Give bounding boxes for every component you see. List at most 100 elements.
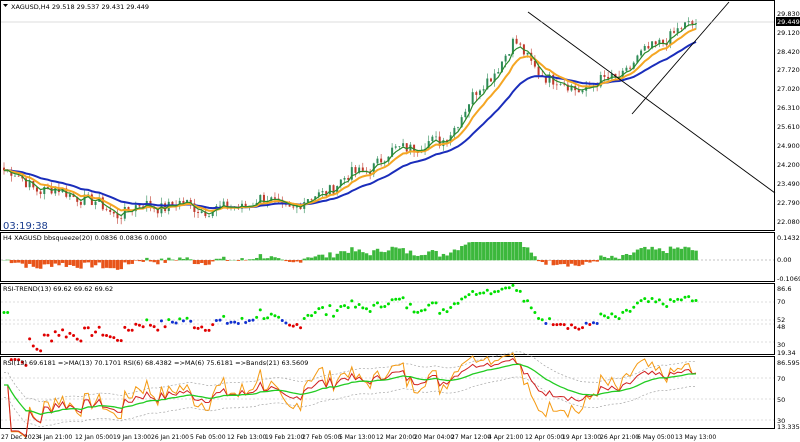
squeeze-bar	[112, 260, 116, 269]
rsitrend-dot	[119, 339, 123, 343]
candle-body	[508, 54, 511, 56]
rsitrend-dot	[624, 308, 628, 312]
price-tick: 26.310	[777, 104, 800, 112]
candle-body	[35, 187, 38, 192]
fast-ma-line	[3, 23, 697, 217]
squeeze-bar	[141, 260, 145, 262]
squeeze-bar	[335, 253, 339, 261]
squeeze-bar	[654, 249, 658, 261]
trendline-up[interactable]	[631, 1, 730, 115]
rsitrend-dot	[83, 326, 87, 330]
squeeze-bar	[39, 260, 43, 269]
squeeze-bar	[350, 247, 354, 261]
rsitrend-dot	[566, 326, 570, 330]
rsitrend-dot	[57, 333, 61, 337]
rsitrend-dot	[438, 311, 442, 315]
rsitrend-dot	[676, 297, 680, 301]
squeeze-bar	[28, 260, 32, 264]
rsitrend-dot	[31, 344, 35, 348]
squeeze-tick: -0.1069	[777, 275, 800, 283]
rsitrend-dot	[606, 316, 610, 320]
candle-body	[471, 92, 474, 105]
candle-body	[94, 201, 97, 205]
candle-body	[339, 179, 342, 186]
rsitrend-dot	[460, 297, 464, 301]
squeeze-bar	[364, 253, 369, 261]
rsitrend-dot	[478, 291, 482, 295]
candle-body	[676, 28, 679, 33]
rsitrend-dot	[617, 317, 621, 321]
squeeze-bar	[511, 242, 515, 261]
rsitrend-dot	[588, 323, 592, 327]
squeeze-bar	[683, 246, 687, 261]
squeeze-bar	[401, 248, 405, 261]
rsitrend-dot	[324, 313, 328, 317]
squeeze-bar	[207, 260, 211, 265]
rsitrend-dot	[544, 322, 548, 326]
rsitrend-panel[interactable]	[0, 283, 775, 355]
rsitrend-tick: 19.34	[777, 349, 796, 357]
squeeze-bar	[174, 260, 178, 261]
rsitrend-dot	[533, 310, 537, 314]
rsitrend-dot	[683, 295, 687, 299]
rsitrend-dot	[412, 310, 416, 314]
candle-body	[299, 206, 302, 209]
squeeze-bar	[595, 260, 599, 262]
time-tick: 26 Apr 21:00	[600, 434, 639, 441]
candle-body	[383, 161, 386, 163]
candle-body	[405, 143, 408, 152]
candle-body	[39, 191, 42, 195]
rsitrend-dot	[401, 296, 405, 300]
candle-body	[244, 203, 247, 208]
trendline-down[interactable]	[527, 11, 776, 194]
rsitrend-dot	[247, 319, 251, 323]
symbol-dropdown-icon[interactable]	[3, 4, 8, 7]
candle-body	[21, 175, 24, 179]
squeeze-bar	[196, 260, 200, 265]
candle-body	[643, 45, 646, 51]
squeeze-bar	[657, 248, 662, 261]
squeeze-bar	[53, 260, 58, 264]
rsi-tick: 30	[777, 417, 785, 425]
rsitrend-tick: 30	[777, 341, 785, 349]
candle-body	[658, 39, 661, 45]
candle-body	[662, 39, 665, 44]
rsitrend-dot	[456, 301, 460, 305]
squeeze-bar	[225, 260, 230, 261]
rsitrend-dot	[211, 323, 215, 327]
candle-body	[306, 199, 309, 202]
candle-body	[654, 41, 657, 45]
rsitrend-dot	[145, 318, 149, 322]
squeeze-bar	[302, 258, 307, 261]
squeeze-bar	[9, 260, 14, 264]
price-panel[interactable]	[0, 0, 775, 231]
squeeze-bar	[661, 251, 665, 261]
candle-body	[193, 203, 196, 212]
candle-body	[109, 209, 112, 212]
squeeze-bar	[222, 256, 226, 261]
squeeze-bar	[434, 250, 438, 261]
time-tick: 5 Feb 05:00	[190, 434, 226, 441]
rsitrend-tick: 86.6	[777, 285, 791, 293]
rsitrend-dot	[233, 320, 237, 324]
candle-body	[629, 67, 632, 69]
price-tick: 22.790	[777, 199, 800, 207]
candle-body	[431, 136, 434, 142]
price-axis: 29.830 29.120 28.420 27.720 27.020 26.31…	[777, 10, 800, 226]
rsitrend-dot	[24, 363, 28, 367]
squeeze-bar	[496, 242, 501, 261]
candle-body	[219, 205, 222, 207]
rsi-ma-line	[4, 363, 697, 416]
squeeze-bar	[6, 259, 10, 261]
candle-body	[380, 158, 383, 163]
squeeze-bar	[408, 250, 413, 261]
candle-body	[259, 194, 262, 203]
rsitrend-dot	[200, 325, 204, 329]
squeeze-bar	[412, 255, 416, 261]
candle-body	[358, 167, 361, 173]
squeeze-bar	[86, 260, 91, 263]
rsitrend-dot	[203, 328, 207, 332]
time-tick: 27 Dec 2023	[1, 434, 40, 441]
rsitrend-dot	[222, 314, 226, 318]
